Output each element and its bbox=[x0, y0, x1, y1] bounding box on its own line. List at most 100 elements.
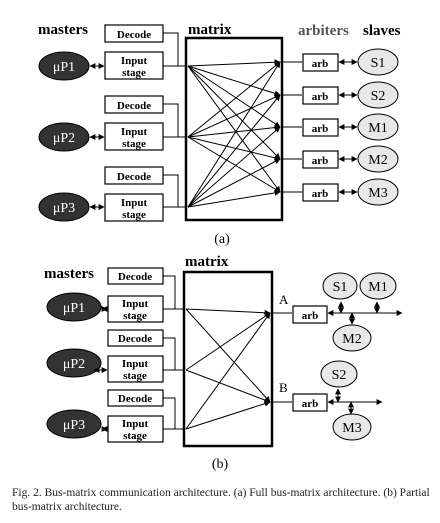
slave-row-2-a: arb S2 bbox=[282, 81, 399, 109]
decode-link bbox=[163, 174, 179, 207]
slave-label: S2 bbox=[371, 89, 386, 104]
crossbar-line bbox=[187, 124, 281, 138]
input-stage-box bbox=[107, 355, 164, 383]
master-node bbox=[46, 348, 102, 378]
decode-label: Decode bbox=[118, 393, 152, 405]
input-stage-label-1: Input bbox=[121, 55, 148, 67]
slave-node bbox=[322, 272, 358, 300]
slave-label: M2 bbox=[368, 153, 387, 168]
input-stage-label-2: stage bbox=[123, 370, 147, 382]
crossbar-line bbox=[187, 136, 281, 161]
decode-link bbox=[163, 397, 176, 429]
crossbar-line bbox=[185, 312, 271, 430]
point-a-label: A bbox=[279, 292, 289, 307]
crossbar-line bbox=[187, 94, 281, 208]
arb-box bbox=[302, 183, 339, 202]
crossbar-line bbox=[185, 369, 271, 403]
arb-box bbox=[302, 118, 339, 137]
input-stage-box bbox=[104, 122, 164, 151]
arb-label: arb bbox=[302, 398, 319, 410]
input-stage-label-1: Input bbox=[121, 197, 148, 209]
slaves-header-a: slaves bbox=[363, 23, 401, 39]
master-row-2-b: Decode Input stage μP2 bbox=[46, 329, 184, 383]
subfigure-label-b: (b) bbox=[212, 457, 229, 472]
crossbar-line bbox=[187, 65, 281, 128]
input-stage-label-2: stage bbox=[122, 138, 146, 150]
arb-box bbox=[292, 393, 328, 412]
arb-box bbox=[302, 150, 339, 169]
master-node bbox=[38, 51, 90, 81]
crossbar-line bbox=[187, 61, 281, 138]
slave-label: M3 bbox=[342, 421, 361, 436]
slave-label: S1 bbox=[333, 280, 348, 295]
decode-label: Decode bbox=[117, 171, 151, 183]
slave-node bbox=[357, 81, 399, 109]
arbiter-group-b: arb S2 M3 bbox=[272, 360, 383, 441]
slave-label: M2 bbox=[342, 332, 361, 347]
crossbar-line bbox=[187, 65, 281, 193]
slave-row-4-a: arb M2 bbox=[282, 145, 399, 173]
arb-label: arb bbox=[312, 91, 329, 103]
slave-node bbox=[357, 48, 399, 76]
slave-label: M1 bbox=[368, 121, 387, 136]
decode-link bbox=[163, 103, 179, 137]
figure-caption: Fig. 2. Bus-matrix communication archite… bbox=[12, 487, 430, 513]
crossbar-line bbox=[187, 126, 281, 208]
decode-label: Decode bbox=[118, 271, 152, 283]
subfigure-label-a: (a) bbox=[214, 232, 230, 247]
matrix-box-a bbox=[184, 36, 284, 222]
input-stage-label-1: Input bbox=[122, 418, 149, 430]
crossbar-line bbox=[185, 400, 271, 430]
input-stage-label-1: Input bbox=[121, 126, 148, 138]
master-node bbox=[38, 192, 90, 222]
arb-box bbox=[302, 86, 339, 105]
master-row-3-a: Decode Input stage μP3 bbox=[38, 166, 186, 222]
arb-label: arb bbox=[312, 123, 329, 135]
input-stage-box bbox=[107, 415, 164, 443]
slave-node bbox=[357, 145, 399, 173]
slave-label: M1 bbox=[368, 280, 387, 295]
crossbar-a bbox=[187, 59, 281, 208]
crossbar-line bbox=[187, 65, 281, 160]
crossbar-line bbox=[187, 136, 281, 193]
arbiter-group-a: arb S1 M1 M2 bbox=[272, 272, 403, 352]
slave-node bbox=[357, 178, 399, 206]
arb-label: arb bbox=[312, 58, 329, 70]
point-b-label: B bbox=[279, 380, 288, 395]
arbiters-header-a: arbiters bbox=[298, 23, 349, 39]
slave-label: M3 bbox=[368, 186, 387, 201]
arb-label: arb bbox=[302, 310, 319, 322]
decode-link bbox=[163, 337, 176, 370]
slave-node bbox=[357, 113, 399, 141]
crossbar-line bbox=[187, 59, 281, 67]
crossbar-line bbox=[187, 189, 281, 208]
slave-node bbox=[332, 324, 372, 352]
slave-row-1-a: arb S1 bbox=[282, 48, 399, 76]
crossbar-line bbox=[185, 308, 271, 316]
matrix-header-a: matrix bbox=[188, 22, 232, 38]
slave-node bbox=[359, 272, 397, 300]
crossbar-line bbox=[185, 308, 271, 403]
masters-header-b: masters bbox=[44, 266, 94, 282]
input-stage-label-1: Input bbox=[122, 298, 149, 310]
input-stage-box bbox=[104, 193, 164, 222]
slave-node bbox=[320, 360, 358, 388]
decode-link bbox=[163, 275, 176, 309]
slave-node bbox=[332, 413, 372, 441]
input-stage-label-1: Input bbox=[122, 358, 149, 370]
crossbar-line bbox=[187, 94, 281, 138]
matrix-header-b: matrix bbox=[185, 254, 229, 270]
master-row-1-b: Decode Input stage μP1 bbox=[46, 267, 184, 323]
master-label: μP1 bbox=[53, 60, 75, 75]
master-label: μP2 bbox=[63, 357, 85, 372]
slave-label: S1 bbox=[371, 56, 386, 71]
input-stage-label-2: stage bbox=[123, 430, 147, 442]
input-stage-box bbox=[107, 295, 164, 323]
master-label: μP3 bbox=[53, 201, 75, 216]
slave-row-3-a: arb M1 bbox=[282, 113, 399, 141]
decode-link bbox=[163, 32, 179, 66]
input-stage-label-2: stage bbox=[123, 310, 147, 322]
arb-box bbox=[302, 53, 339, 72]
crossbar-line bbox=[185, 312, 271, 371]
